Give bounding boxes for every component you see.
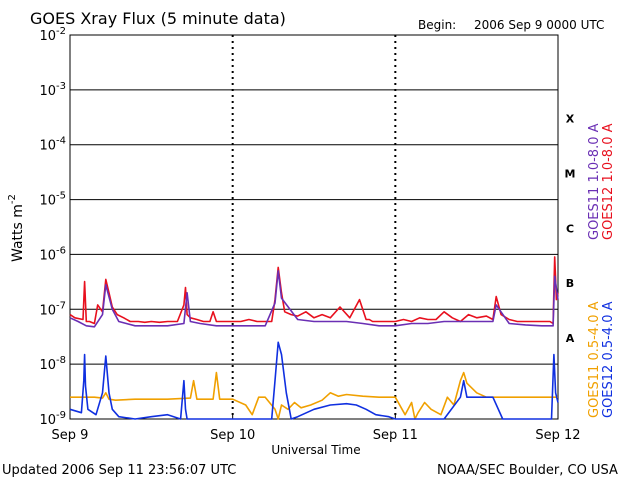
- y-tick-label: 10-2: [39, 26, 66, 44]
- svg-text:Watts m-2: Watts m-2: [7, 194, 26, 262]
- y-tick-label: 10-3: [39, 81, 66, 99]
- x-tick-label: Sep 9: [52, 428, 89, 443]
- flare-class-label: X: [566, 113, 575, 126]
- chart-title: GOES Xray Flux (5 minute data): [30, 9, 286, 28]
- y-tick-label: 10-7: [39, 300, 66, 318]
- updated-timestamp: Updated 2006 Sep 11 23:56:07 UTC: [2, 463, 236, 478]
- y-tick-label: 10-8: [39, 355, 66, 373]
- flare-class-label: C: [566, 222, 574, 235]
- y-tick-label: 10-9: [39, 410, 66, 428]
- plot-frame: [69, 34, 559, 420]
- legend-label: GOES12 0.5-4.0 A: [601, 301, 616, 418]
- flare-class-labels: X M C B A: [565, 113, 576, 345]
- series-line-1: [69, 256, 559, 325]
- y-tick-label: 10-4: [39, 136, 66, 154]
- legend-entry: GOES12 0.5-4.0 A: [601, 301, 616, 418]
- legend-entry: GOES12 1.0-8.0 A: [601, 123, 616, 240]
- flare-class-label: M: [565, 167, 576, 180]
- legend-label: GOES12 1.0-8.0 A: [601, 123, 616, 240]
- x-tick-label: Sep 10: [210, 428, 255, 443]
- y-tick-label: 10-5: [39, 191, 66, 209]
- grid: [70, 35, 558, 419]
- flare-class-label: B: [566, 277, 574, 290]
- begin-value: 2006 Sep 9 0000 UTC: [474, 18, 604, 32]
- y-axis-label-exponent: -2: [7, 194, 18, 204]
- x-axis-ticks: Sep 9 Sep 10 Sep 11 Sep 12: [52, 413, 581, 443]
- y-axis-label: Watts m-2: [7, 194, 26, 262]
- begin-label: Begin:: [418, 18, 456, 32]
- y-axis-ticks: 10-2 10-3 10-4 10-5 10-6 10-7 10-8 10-9: [39, 26, 66, 428]
- x-tick-label: Sep 11: [373, 428, 418, 443]
- credit-text: NOAA/SEC Boulder, CO USA: [437, 463, 618, 478]
- series-lines: [69, 256, 559, 420]
- legend-entry: GOES11 1.0-8.0 A: [587, 123, 602, 240]
- y-tick-label: 10-6: [39, 245, 66, 263]
- x-axis-label: Universal Time: [271, 443, 360, 457]
- series-line-3: [70, 371, 558, 420]
- legend-entry: GOES11 0.5-4.0 A: [587, 301, 602, 418]
- series-line-4: [69, 341, 559, 420]
- flare-class-label: A: [566, 332, 575, 345]
- series-line-2: [69, 270, 559, 328]
- legend: GOES11 1.0-8.0 A GOES12 1.0-8.0 A GOES11 0…: [587, 123, 616, 418]
- x-tick-label: Sep 12: [535, 428, 580, 443]
- y-axis-label-text: Watts m: [10, 204, 26, 262]
- legend-label: GOES11 0.5-4.0 A: [587, 301, 602, 418]
- legend-label: GOES11 1.0-8.0 A: [587, 123, 602, 240]
